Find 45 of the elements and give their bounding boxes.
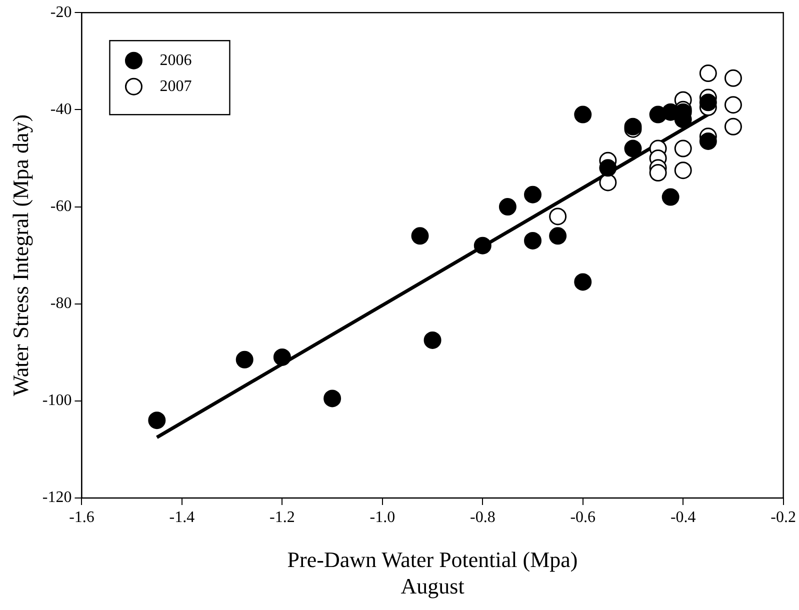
point	[724, 118, 742, 136]
x-tick-label: -1.6	[69, 508, 94, 526]
x-tick-label: -1.4	[169, 508, 195, 526]
point	[724, 69, 742, 87]
legend-label: 2006	[160, 52, 192, 69]
point	[148, 412, 166, 430]
point	[674, 162, 692, 180]
y-tick-label: -80	[50, 295, 72, 312]
point	[411, 227, 429, 245]
point	[236, 350, 254, 368]
point	[474, 236, 492, 254]
y-tick-label: -100	[42, 392, 72, 410]
legend-label: 2007	[160, 78, 192, 95]
x-tick-label: -1.0	[370, 508, 396, 526]
point	[699, 94, 717, 112]
point	[324, 390, 342, 408]
y-tick-label: -40	[50, 100, 72, 118]
point	[649, 164, 667, 182]
point	[599, 174, 617, 192]
point	[599, 159, 617, 177]
point	[574, 106, 592, 124]
point	[498, 198, 516, 216]
x-tick-label: -0.8	[470, 508, 496, 526]
point	[549, 227, 567, 245]
point	[524, 186, 542, 204]
point	[624, 140, 642, 158]
point	[699, 132, 717, 150]
x-axis-title: Pre-Dawn Water Potential (Mpa) August	[287, 547, 578, 599]
x-tick-label: -1.2	[270, 508, 295, 526]
point	[273, 348, 291, 366]
point	[699, 64, 717, 82]
y-tick-label: -60	[50, 198, 72, 215]
point	[724, 96, 742, 114]
y-axis-title: Water Stress Integral (Mpa day)	[8, 114, 33, 396]
point	[524, 232, 542, 250]
point	[549, 208, 567, 226]
point	[662, 188, 680, 206]
point	[424, 331, 442, 349]
x-tick-label: -0.2	[770, 508, 796, 526]
y-tick-label: -120	[42, 489, 72, 506]
point	[674, 140, 692, 158]
point	[574, 273, 592, 291]
y-tick-label: -20	[50, 4, 72, 21]
x-tick-label: -0.6	[570, 508, 596, 526]
x-tick-label: -0.4	[670, 508, 696, 526]
